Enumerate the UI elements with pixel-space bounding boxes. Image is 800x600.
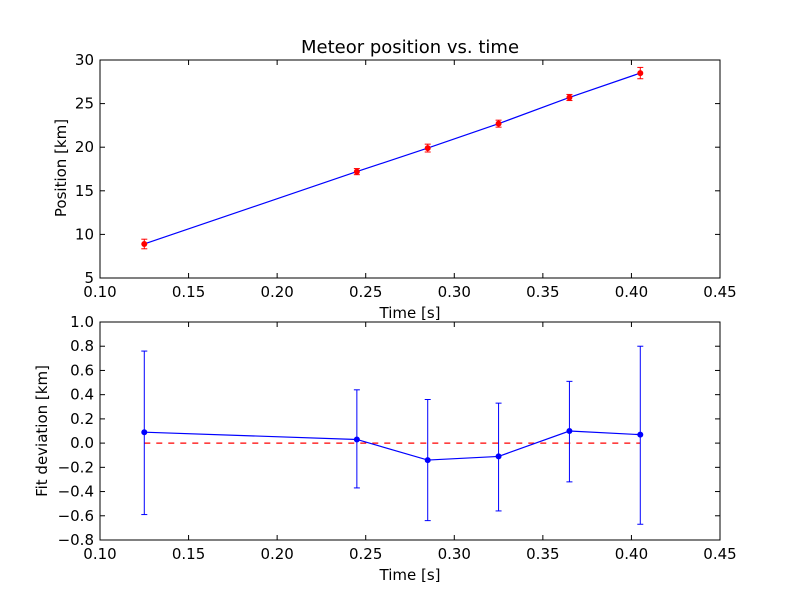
data-point [566, 428, 573, 434]
y-tick-label: 5 [84, 269, 94, 287]
series-line [144, 430, 641, 461]
data-point [141, 429, 148, 436]
data-point [353, 436, 360, 443]
y-tick-label: 1.0 [70, 313, 94, 331]
x-tick-label: 0.20 [260, 283, 293, 301]
data-point [424, 145, 431, 152]
y-tick-label: 0.0 [70, 434, 94, 452]
x-axis-label: Time [s] [379, 566, 441, 584]
y-tick-label: 0.4 [70, 386, 94, 404]
y-tick-label: 15 [75, 182, 94, 200]
axes-frame [99, 59, 721, 279]
x-tick-label: 0.40 [615, 545, 648, 563]
y-tick-label: −0.8 [58, 531, 94, 549]
data-point [637, 431, 644, 438]
axes-frame [99, 321, 721, 541]
y-tick-label: 0.2 [70, 410, 94, 428]
series-line [144, 72, 641, 245]
data-point [424, 457, 431, 464]
x-tick-label: 0.35 [526, 545, 559, 563]
y-tick-label: −0.6 [58, 507, 94, 525]
y-tick-label: 30 [75, 51, 94, 69]
data-point [495, 453, 502, 460]
data-point [353, 168, 360, 175]
x-tick-label: 0.30 [438, 283, 471, 301]
x-tick-label: 0.10 [83, 545, 116, 563]
y-tick-label: −0.4 [58, 483, 94, 501]
x-tick-label: 0.15 [172, 545, 205, 563]
x-tick-label: 0.35 [526, 283, 559, 301]
y-tick-label: 0.6 [70, 361, 94, 379]
x-axis-label: Time [s] [379, 304, 441, 322]
y-axis-label: Fit deviation [km] [33, 365, 51, 497]
y-tick-label: 10 [75, 225, 94, 243]
data-point [566, 94, 573, 101]
x-tick-label: 0.15 [172, 283, 205, 301]
x-tick-label: 0.25 [349, 545, 382, 563]
x-tick-label: 0.25 [349, 283, 382, 301]
fit-deviation-plot: Time [s] Fit deviation [km] 0.10 0.15 0.20… [33, 313, 737, 584]
y-axis-label: Position [km] [52, 119, 70, 217]
x-tick-label: 0.40 [615, 283, 648, 301]
plot-title: Meteor position vs. time [301, 37, 519, 58]
data-point [495, 120, 502, 127]
y-tick-label: −0.2 [58, 458, 94, 476]
data-point [637, 70, 644, 77]
x-tick-label: 0.45 [703, 283, 736, 301]
y-tick-label: 0.8 [70, 337, 94, 355]
x-tick-label: 0.10 [83, 283, 116, 301]
x-tick-label: 0.45 [703, 545, 736, 563]
x-tick-label: 0.20 [260, 545, 293, 563]
y-tick-label: 20 [75, 138, 94, 156]
data-point [141, 240, 148, 247]
x-tick-label: 0.30 [438, 545, 471, 563]
position-plot: Meteor position vs. time Time [s] Positi… [52, 37, 737, 322]
y-tick-label: 25 [75, 95, 94, 113]
